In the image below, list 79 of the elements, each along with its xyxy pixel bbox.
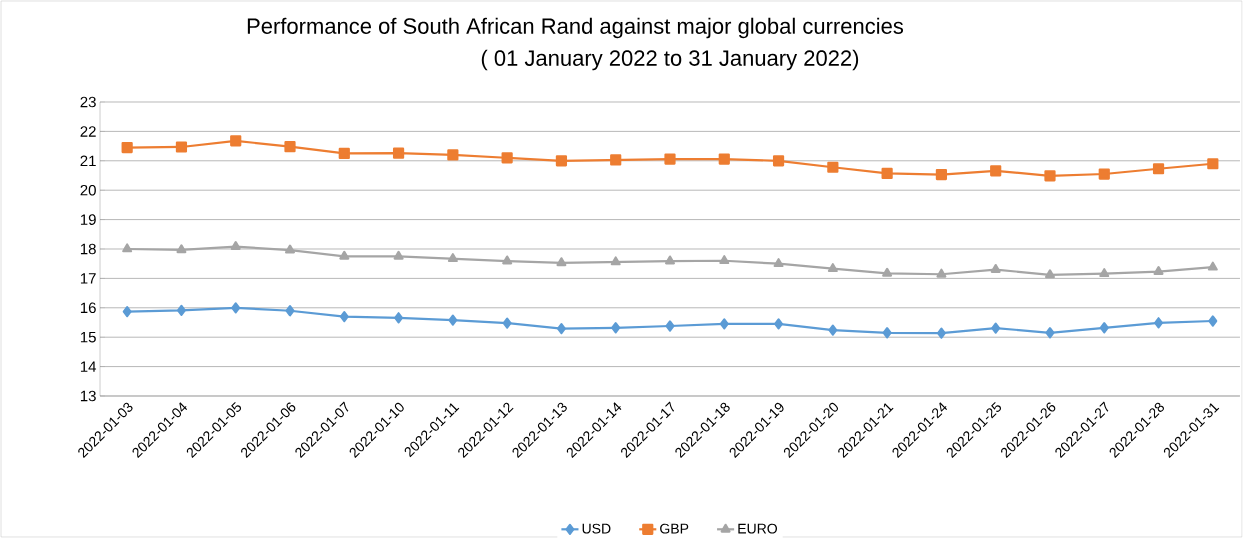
point: [1045, 327, 1055, 339]
y-tick-label: 17: [80, 273, 96, 284]
y-tick-label: 13: [80, 390, 96, 402]
point: [719, 318, 729, 330]
y-tick-label: 21: [80, 155, 96, 167]
point: [990, 165, 1002, 177]
point: [556, 323, 566, 335]
point: [501, 152, 513, 164]
point: [122, 243, 133, 253]
point: [665, 320, 675, 332]
point: [664, 255, 675, 265]
point: [882, 327, 892, 339]
point: [936, 327, 946, 339]
point: [828, 324, 838, 336]
point: [664, 153, 676, 165]
point: [392, 147, 405, 159]
point: [393, 250, 404, 260]
point: [610, 256, 621, 266]
point: [882, 267, 893, 277]
point: [774, 318, 784, 330]
y-tick-label: 15: [80, 331, 96, 343]
point: [1152, 163, 1165, 175]
y-tick-label: 22: [80, 126, 96, 137]
y-tick-label: 14: [80, 361, 97, 372]
point: [881, 167, 893, 180]
point: [773, 258, 784, 268]
y-tick-label: 20: [80, 184, 96, 196]
point: [990, 263, 1001, 273]
y-tick-label: 16: [80, 302, 96, 314]
point: [935, 169, 948, 181]
point: [502, 317, 512, 329]
y-tick-label: 23: [80, 96, 96, 108]
point: [827, 263, 838, 273]
point: [936, 268, 947, 278]
legend-label: GBP: [660, 523, 689, 534]
point: [827, 161, 839, 173]
chart-subtitle: ( 01 January 2022 to 31 January 2022): [481, 49, 859, 71]
point: [555, 155, 568, 167]
point: [231, 302, 241, 314]
point: [502, 255, 513, 265]
point: [447, 149, 459, 161]
point: [991, 322, 1001, 334]
point: [284, 141, 296, 153]
point: [556, 257, 567, 267]
point: [121, 141, 133, 154]
point: [339, 250, 350, 260]
chart-title: Performance of South African Rand against major global currencies: [247, 17, 904, 39]
point: [1044, 269, 1055, 279]
point: [611, 322, 621, 334]
point: [1207, 261, 1218, 271]
point: [1099, 322, 1109, 334]
point: [285, 244, 295, 254]
point: [1207, 158, 1219, 170]
point: [447, 253, 458, 263]
point: [230, 241, 241, 250]
y-tick-label: 19: [80, 214, 96, 225]
point: [448, 314, 458, 326]
legend-label: EURO: [738, 523, 778, 534]
point: [175, 141, 188, 153]
point: [772, 155, 785, 167]
point: [718, 153, 730, 165]
point: [1208, 315, 1218, 327]
point: [719, 255, 730, 265]
y-tick-label: 18: [80, 243, 96, 255]
point: [1153, 266, 1164, 275]
point: [285, 305, 295, 317]
point: [610, 154, 622, 166]
point: [122, 306, 132, 318]
point: [1154, 317, 1164, 329]
point: [1044, 170, 1056, 182]
legend-label: USD: [582, 523, 611, 534]
point: [230, 135, 242, 147]
point: [339, 311, 349, 323]
point: [338, 147, 350, 160]
point: [176, 304, 186, 317]
point: [1098, 168, 1110, 180]
point: [176, 244, 187, 254]
point: [1099, 268, 1110, 278]
point: [394, 312, 404, 324]
